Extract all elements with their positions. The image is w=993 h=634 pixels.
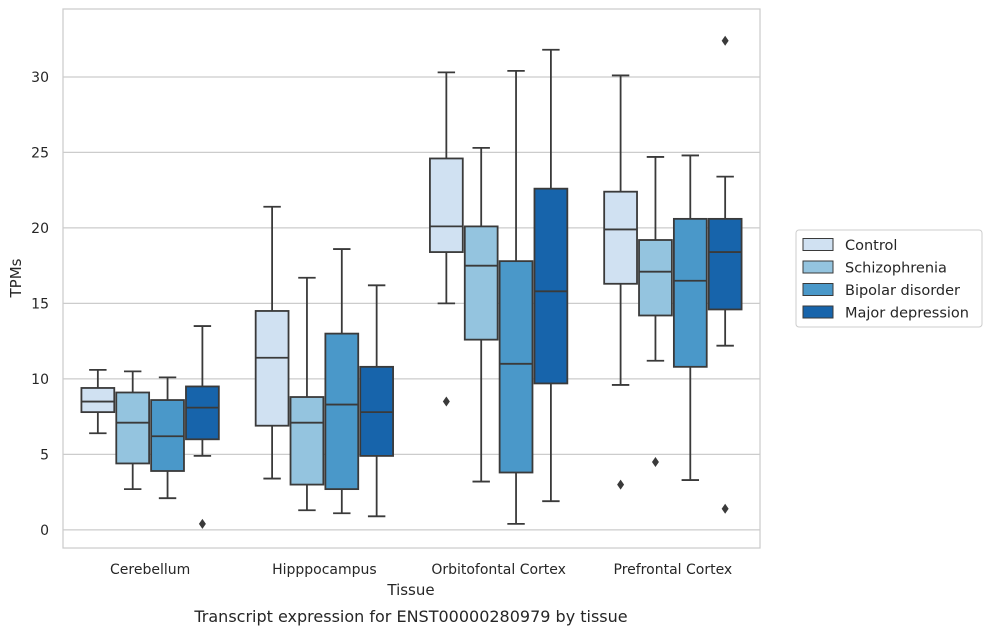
box-control <box>603 74 638 490</box>
iqr-box <box>533 187 569 385</box>
iqr-box <box>115 391 151 465</box>
legend-label: Bipolar disorder <box>845 283 960 299</box>
outlier-point <box>617 479 625 490</box>
outlier-point <box>721 503 729 514</box>
x-axis-label: Tissue <box>386 581 434 599</box>
legend-label: Control <box>845 238 897 254</box>
y-tick-label: 30 <box>31 70 49 86</box>
box-schizophrenia <box>289 276 325 512</box>
iqr-box <box>254 310 290 427</box>
outlier-point <box>721 35 729 46</box>
x-tick-labels: Cerebellum Hipppocampus Orbitofontal Corte… <box>110 562 732 578</box>
iqr-box <box>672 217 708 368</box>
box-major-depression <box>533 48 569 503</box>
outlier-point <box>198 518 206 529</box>
legend-swatch <box>802 305 834 319</box>
y-tick-label: 15 <box>31 296 49 312</box>
box-schizophrenia <box>463 147 499 483</box>
iqr-box <box>463 225 499 341</box>
iqr-box <box>707 217 743 311</box>
y-axis-label: TPMs <box>7 258 25 298</box>
iqr-box <box>80 387 116 414</box>
iqr-box <box>638 239 673 317</box>
legend-label: Major depression <box>845 306 969 322</box>
legend-swatch <box>802 283 834 296</box>
x-tick-label: Cerebellum <box>110 562 190 578</box>
chart-caption: Transcript expression for ENST0000028097… <box>193 607 627 626</box>
y-tick-label: 0 <box>40 523 49 539</box>
box-control <box>429 71 464 407</box>
box-bipolar-disorder <box>150 376 185 500</box>
box-bipolar-disorder <box>498 70 534 525</box>
box-schizophrenia <box>638 156 673 467</box>
iqr-box <box>603 190 638 285</box>
legend-swatch <box>802 238 834 251</box>
iqr-box <box>429 157 464 253</box>
boxes-layer <box>80 35 743 529</box>
legend-swatch <box>802 260 834 274</box>
y-tick-label: 25 <box>31 145 49 161</box>
box-major-depression <box>359 284 394 518</box>
box-control <box>80 368 116 435</box>
outlier-point <box>442 396 450 407</box>
legend-label: Schizophrenia <box>845 261 947 277</box>
iqr-box <box>324 332 360 491</box>
x-tick-label: Prefrontal Cortex <box>614 562 733 578</box>
y-tick-label: 10 <box>31 372 49 388</box>
y-tick-label: 5 <box>40 447 49 463</box>
box-major-depression <box>707 35 743 514</box>
iqr-box <box>185 385 220 441</box>
x-tick-label: Orbitofontal Cortex <box>431 562 566 578</box>
iqr-box <box>498 260 534 474</box>
legend: Control Schizophrenia Bipolar disorder Majo… <box>795 229 983 328</box>
outlier-point <box>651 456 659 467</box>
iqr-box <box>289 396 325 486</box>
plot-frame <box>62 8 761 549</box>
legend-frame <box>795 229 983 328</box>
box-major-depression <box>185 325 220 529</box>
box-bipolar-disorder <box>672 154 708 481</box>
box-control <box>254 205 290 480</box>
x-tick-label: Hipppocampus <box>272 562 377 578</box>
box-bipolar-disorder <box>324 248 360 515</box>
y-tick-label: 20 <box>31 221 49 237</box>
y-tick-labels: 0 5 10 15 20 25 30 <box>31 70 49 539</box>
box-schizophrenia <box>115 370 151 491</box>
